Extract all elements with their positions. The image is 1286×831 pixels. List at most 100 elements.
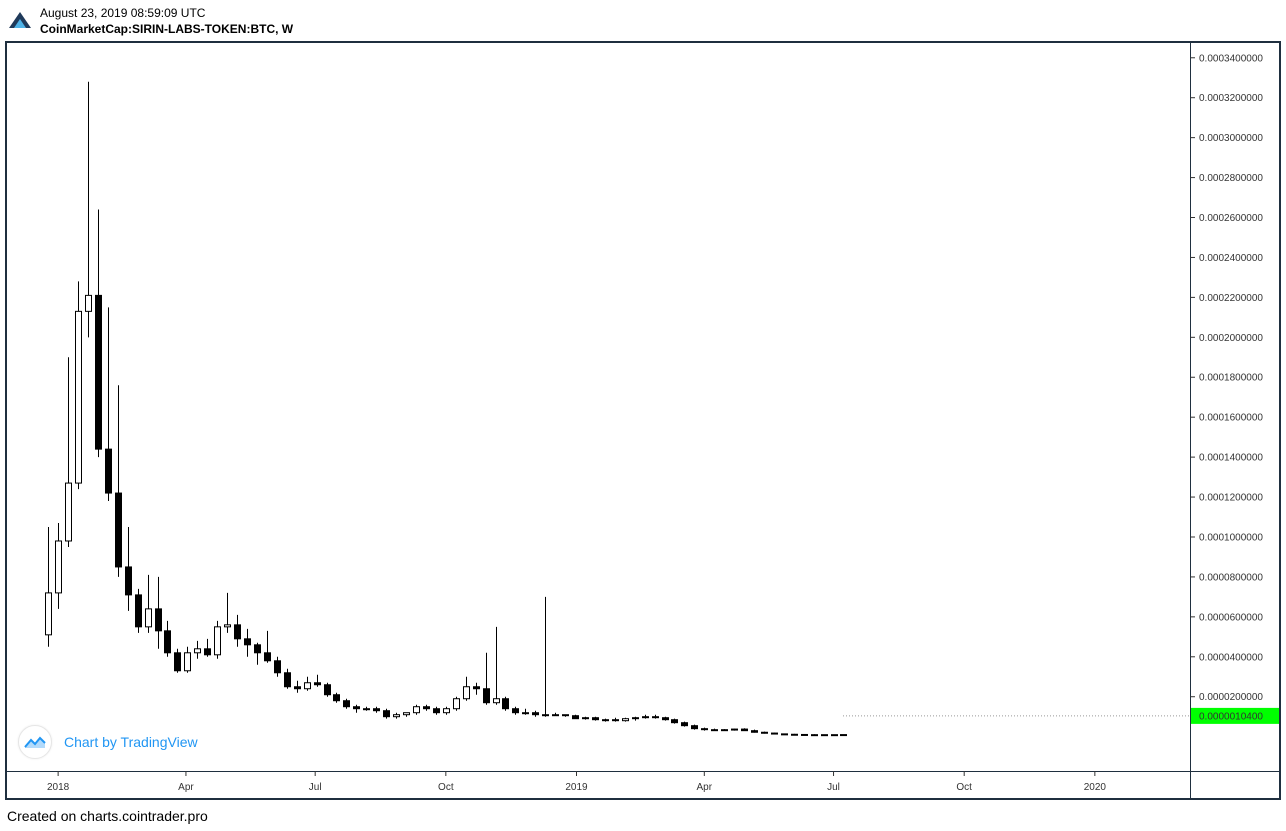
candle-body-down (423, 706, 430, 710)
candle-body-up (632, 717, 639, 720)
candle (652, 714, 659, 719)
candle-body-down (781, 733, 788, 736)
candle-body-down (671, 719, 678, 724)
candle-body-down (691, 725, 698, 730)
candle-body-down (174, 652, 181, 672)
x-tick-label: Apr (697, 782, 713, 793)
candle-body-up (194, 648, 201, 654)
x-tick-label: Jul (827, 782, 840, 793)
candle (532, 710, 539, 717)
candle (274, 656, 281, 677)
y-tick-label: 0.0000400000 (1199, 652, 1263, 663)
candle-body-down (681, 722, 688, 727)
candle-body-up (304, 682, 311, 690)
candle-body-up (522, 712, 529, 715)
candle-body-down (244, 638, 251, 646)
candle (582, 716, 589, 720)
y-tick-label: 0.0001200000 (1199, 493, 1263, 504)
x-tick-label: 2018 (47, 782, 70, 793)
candle-body-down (234, 624, 241, 640)
candle (383, 708, 390, 719)
candle-body-down (294, 686, 301, 690)
candle (264, 630, 271, 663)
candle-body-down (95, 294, 102, 450)
candle-body-up (184, 652, 191, 672)
candle (65, 357, 72, 547)
candle-body-down (314, 682, 321, 686)
candle (393, 712, 400, 719)
candle-body-down (333, 694, 340, 702)
candle (731, 728, 738, 731)
y-tick-label: 0.0001000000 (1199, 532, 1263, 543)
candle-body-down (204, 648, 211, 656)
candle-body-down (502, 698, 509, 710)
candle (493, 626, 500, 705)
candle-body-down (771, 732, 778, 735)
candle-body-down (284, 672, 291, 688)
candle (811, 734, 818, 737)
candle (433, 706, 440, 715)
candle (681, 721, 688, 727)
candle (125, 527, 132, 611)
candle-body-down (701, 728, 708, 731)
candle (184, 646, 191, 673)
candle (701, 727, 708, 731)
candle (453, 696, 460, 711)
candle (45, 527, 52, 647)
candle-body-up (821, 734, 828, 737)
y-tick-label: 0.0002400000 (1199, 253, 1263, 264)
candle (363, 706, 370, 711)
candle (145, 574, 152, 633)
candle-body-down (264, 652, 271, 662)
candle-body-down (761, 731, 768, 734)
candle-body-up (831, 734, 838, 737)
candle-body-up (393, 714, 400, 718)
candle-body-up (55, 540, 62, 594)
x-tick-label: 2020 (1084, 782, 1107, 793)
y-tick-label: 0.0001600000 (1199, 413, 1263, 424)
candle (622, 717, 629, 722)
candle (522, 708, 529, 715)
candle (602, 718, 609, 722)
x-tick-label: Oct (438, 782, 454, 793)
candle (164, 620, 171, 657)
candle-body-down (125, 566, 132, 596)
candle-body-down (751, 730, 758, 733)
candle-body-down (791, 733, 798, 736)
candle (632, 716, 639, 721)
y-tick-label: 0.0003200000 (1199, 93, 1263, 104)
candle-body-up (552, 714, 559, 717)
candle-body-down (155, 608, 162, 632)
candle-body-down (662, 717, 669, 721)
candle (324, 682, 331, 697)
candle (671, 718, 678, 724)
candle-body-down (711, 729, 718, 732)
x-tick-label: Jul (309, 782, 322, 793)
candle (403, 712, 410, 717)
candle (155, 576, 162, 649)
candle (512, 706, 519, 715)
candle-body-up (622, 718, 629, 722)
tradingview-watermark[interactable]: Chart by TradingView (18, 725, 198, 759)
candle-body-up (602, 719, 609, 722)
candle (413, 704, 420, 715)
time-axis: 2018 Apr Jul Oct 2019 Apr Jul Oct 2020 (5, 771, 1279, 793)
candle (115, 385, 122, 577)
candle-body-down (343, 700, 350, 708)
candle-body-up (85, 294, 92, 312)
candle-body-up (145, 608, 152, 628)
candle-body-up (463, 686, 470, 700)
candle (711, 728, 718, 732)
candle (95, 209, 102, 458)
last-price-label: 0.0000010400 (1199, 711, 1263, 722)
candle (254, 642, 261, 665)
candle (741, 728, 748, 732)
candle (483, 652, 490, 705)
y-tick-label: 0.0000800000 (1199, 572, 1263, 583)
candle-body-up (493, 698, 500, 704)
x-tick-label: Apr (178, 782, 194, 793)
candle-body-down (373, 708, 380, 712)
tradingview-logo-icon (18, 725, 52, 759)
snapshot-timestamp: August 23, 2019 08:59:09 UTC (40, 6, 206, 20)
